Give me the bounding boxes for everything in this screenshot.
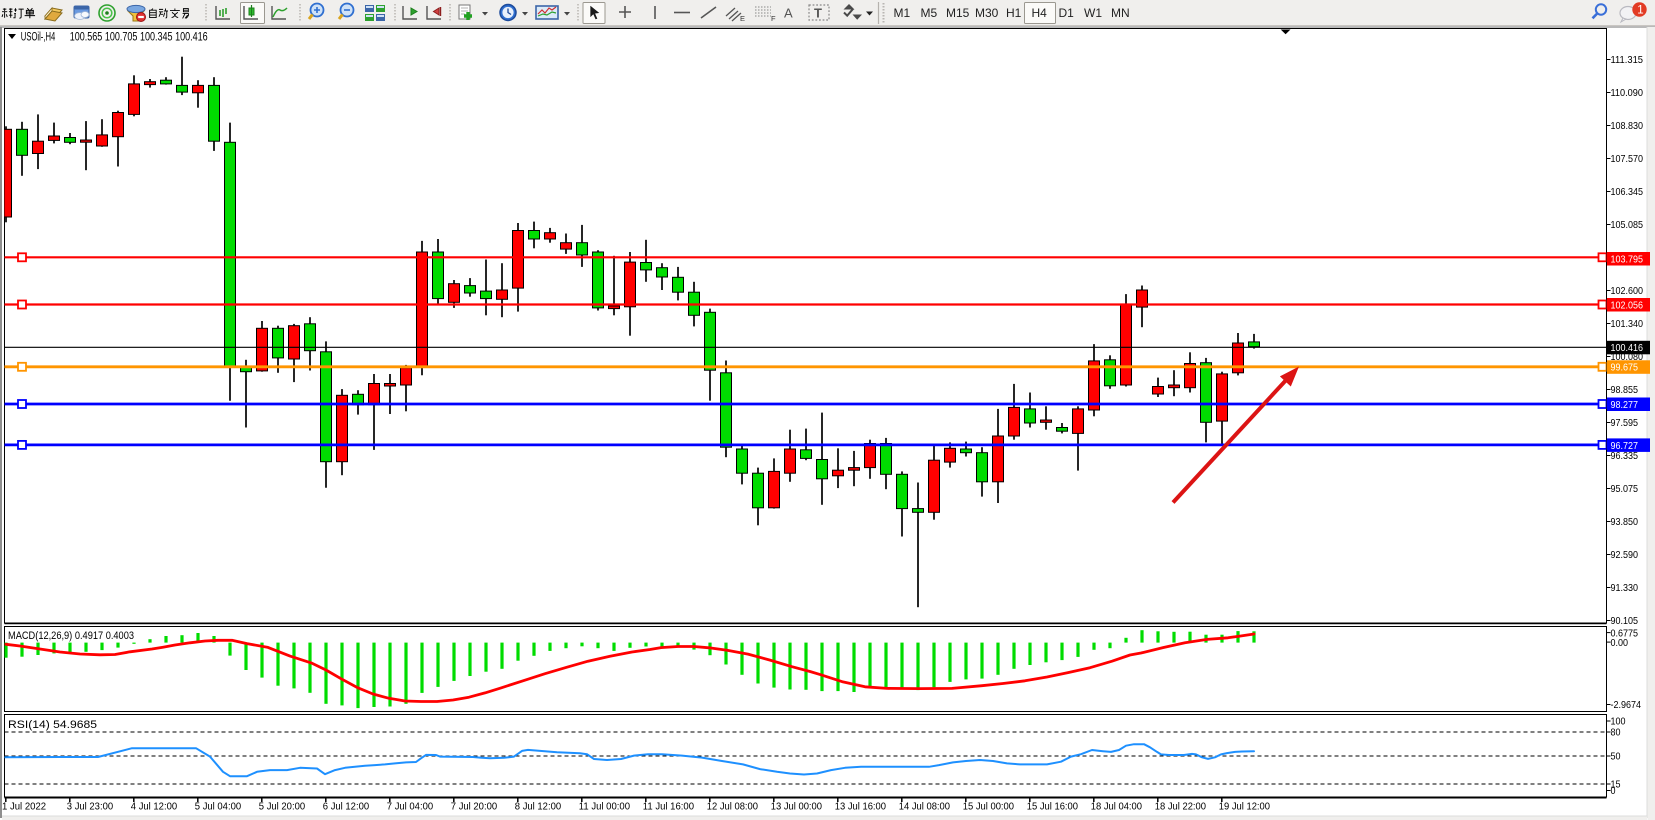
- svg-text:50: 50: [1611, 751, 1621, 763]
- svg-text:1 Jul 2022: 1 Jul 2022: [2, 800, 46, 812]
- svg-text:H1: H1: [1006, 6, 1022, 20]
- svg-text:0: 0: [1611, 785, 1616, 797]
- svg-text:T: T: [814, 6, 822, 21]
- svg-text:100.565 100.705 100.345 100.41: 100.565 100.705 100.345 100.416: [70, 31, 208, 43]
- svg-text:107.570: 107.570: [1611, 153, 1644, 165]
- svg-text:3 Jul 23:00: 3 Jul 23:00: [67, 800, 113, 812]
- svg-text:0.00: 0.00: [1611, 637, 1629, 649]
- svg-text:11 Jul 00:00: 11 Jul 00:00: [579, 800, 630, 812]
- svg-text:A: A: [784, 6, 793, 21]
- svg-text:0.6775: 0.6775: [1611, 627, 1639, 639]
- svg-text:111.315: 111.315: [1611, 54, 1644, 66]
- svg-text:110.090: 110.090: [1611, 87, 1644, 99]
- svg-text:96.727: 96.727: [1611, 440, 1639, 452]
- svg-text:98.855: 98.855: [1611, 384, 1639, 396]
- svg-text:96.335: 96.335: [1611, 450, 1639, 462]
- svg-text:-2.9674: -2.9674: [1611, 699, 1642, 711]
- svg-text:RSI(14) 54.9685: RSI(14) 54.9685: [8, 719, 97, 731]
- svg-text:M5: M5: [921, 6, 938, 20]
- svg-text:8 Jul 12:00: 8 Jul 12:00: [515, 800, 561, 812]
- svg-text:106.345: 106.345: [1611, 186, 1644, 198]
- svg-text:99.675: 99.675: [1611, 362, 1639, 374]
- svg-text:F: F: [771, 14, 776, 23]
- svg-text:95.075: 95.075: [1611, 483, 1639, 495]
- svg-text:15 Jul 16:00: 15 Jul 16:00: [1027, 800, 1078, 812]
- svg-text:M1: M1: [894, 6, 911, 20]
- svg-text:90.105: 90.105: [1611, 615, 1639, 627]
- svg-text:15 Jul 00:00: 15 Jul 00:00: [963, 800, 1014, 812]
- svg-text:102.056: 102.056: [1611, 299, 1644, 311]
- svg-text:11 Jul 16:00: 11 Jul 16:00: [643, 800, 694, 812]
- svg-text:98.277: 98.277: [1611, 399, 1639, 411]
- svg-text:E: E: [740, 14, 745, 23]
- svg-text:5 Jul 20:00: 5 Jul 20:00: [259, 800, 305, 812]
- svg-text:97.595: 97.595: [1611, 417, 1639, 429]
- svg-text:12 Jul 08:00: 12 Jul 08:00: [707, 800, 758, 812]
- svg-text:15: 15: [1611, 779, 1621, 791]
- svg-text:80: 80: [1611, 727, 1621, 739]
- svg-text:101.340: 101.340: [1611, 318, 1644, 330]
- svg-text:18 Jul 22:00: 18 Jul 22:00: [1155, 800, 1206, 812]
- svg-text:108.830: 108.830: [1611, 120, 1644, 132]
- svg-text:13 Jul 00:00: 13 Jul 00:00: [771, 800, 822, 812]
- svg-text:1: 1: [1637, 5, 1643, 17]
- svg-text:D1: D1: [1059, 6, 1075, 20]
- svg-text:100: 100: [1611, 716, 1626, 728]
- svg-text:91.330: 91.330: [1611, 582, 1639, 594]
- svg-text:5 Jul 04:00: 5 Jul 04:00: [195, 800, 241, 812]
- svg-text:93.850: 93.850: [1611, 516, 1639, 528]
- svg-text:103.795: 103.795: [1611, 253, 1644, 265]
- svg-text:M30: M30: [975, 6, 999, 20]
- svg-text:M15: M15: [946, 6, 970, 20]
- svg-text:102.600: 102.600: [1611, 285, 1644, 297]
- svg-text:MN: MN: [1111, 6, 1130, 20]
- svg-text:100.416: 100.416: [1611, 342, 1644, 354]
- svg-text:7 Jul 20:00: 7 Jul 20:00: [451, 800, 497, 812]
- svg-text:6 Jul 12:00: 6 Jul 12:00: [323, 800, 369, 812]
- svg-text:18 Jul 04:00: 18 Jul 04:00: [1091, 800, 1142, 812]
- svg-text:92.590: 92.590: [1611, 549, 1639, 561]
- svg-text:7 Jul 04:00: 7 Jul 04:00: [387, 800, 433, 812]
- svg-text:14 Jul 08:00: 14 Jul 08:00: [899, 800, 950, 812]
- svg-text:USOil-,H4: USOil-,H4: [21, 31, 56, 43]
- svg-text:MACD(12,26,9) 0.4917 0.4003: MACD(12,26,9) 0.4917 0.4003: [8, 630, 134, 642]
- svg-text:4 Jul 12:00: 4 Jul 12:00: [131, 800, 177, 812]
- svg-text:13 Jul 16:00: 13 Jul 16:00: [835, 800, 886, 812]
- svg-text:W1: W1: [1084, 6, 1102, 20]
- svg-text:105.085: 105.085: [1611, 219, 1644, 231]
- svg-text:H4: H4: [1032, 6, 1048, 20]
- svg-text:19 Jul 12:00: 19 Jul 12:00: [1219, 800, 1270, 812]
